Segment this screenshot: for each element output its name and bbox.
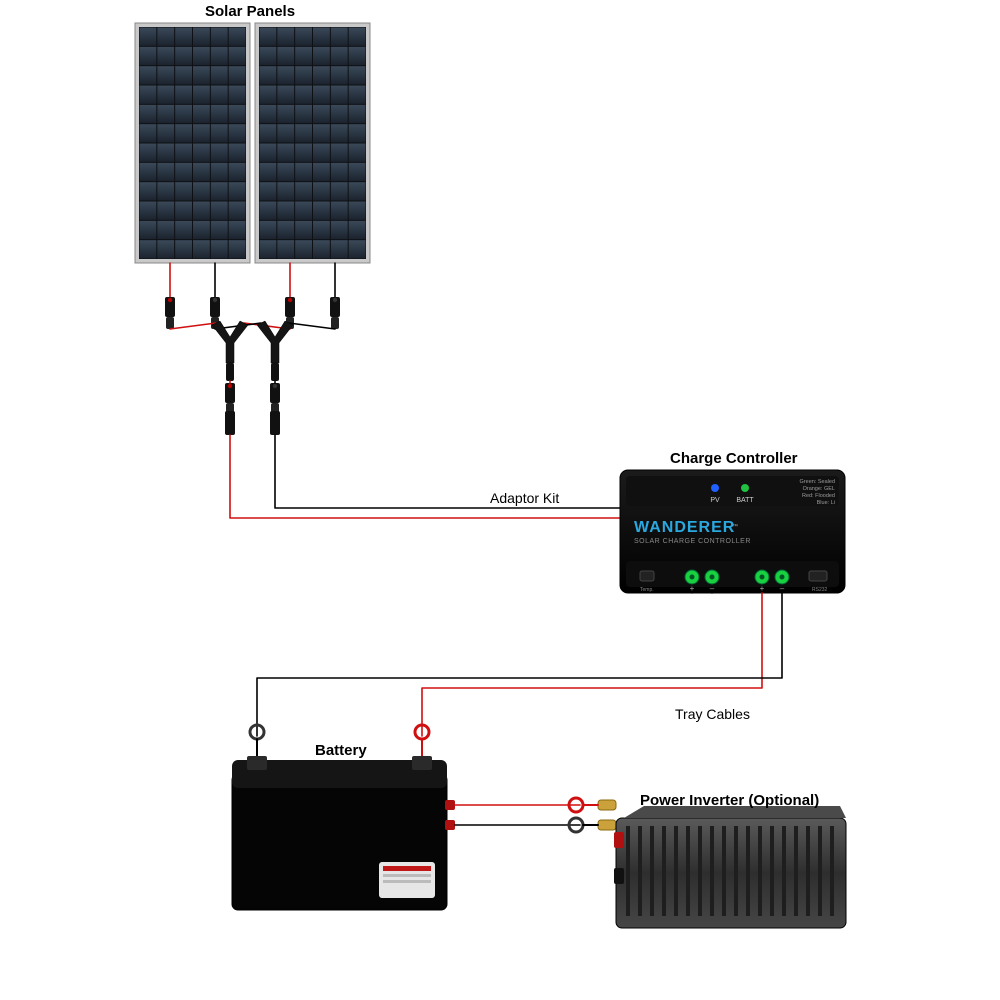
svg-text:WANDERER: WANDERER [634,519,735,536]
mc4-connector [330,297,340,329]
mc4-connector [225,383,235,415]
svg-text:Blue: Li: Blue: Li [817,500,835,506]
svg-text:PV: PV [710,497,720,504]
svg-text:–: – [710,584,715,593]
svg-text:Green: Sealed: Green: Sealed [800,479,835,485]
solar-panel [255,23,370,263]
mc4-connector [270,383,280,415]
svg-text:Red: Flooded: Red: Flooded [802,493,835,499]
label-adaptor-kit: Adaptor Kit [490,490,559,506]
charge-controller: PV BATT Green: SealedOrange: GELRed: Flood… [620,470,845,593]
label-charge-controller: Charge Controller [670,450,798,467]
mc4-connector [165,297,175,329]
y-branch-connector [257,321,293,381]
label-battery: Battery [315,742,367,759]
svg-text:™: ™ [732,523,738,530]
svg-text:–: – [780,584,785,593]
battery [232,756,455,910]
label-power-inverter: Power Inverter (Optional) [640,792,819,809]
svg-text:+: + [760,584,765,593]
svg-text:Orange: GEL: Orange: GEL [803,486,835,492]
y-branch-connector [212,321,248,381]
svg-text:+: + [690,584,695,593]
svg-text:RS232: RS232 [812,587,828,593]
svg-text:SOLAR CHARGE CONTROLLER: SOLAR CHARGE CONTROLLER [634,538,751,545]
power-inverter [614,806,846,928]
svg-text:Temp.: Temp. [640,587,654,593]
label-tray-cables: Tray Cables [675,706,750,722]
label-solar-panels: Solar Panels [205,3,295,20]
solar-panel [135,23,250,263]
svg-text:BATT: BATT [736,497,754,504]
